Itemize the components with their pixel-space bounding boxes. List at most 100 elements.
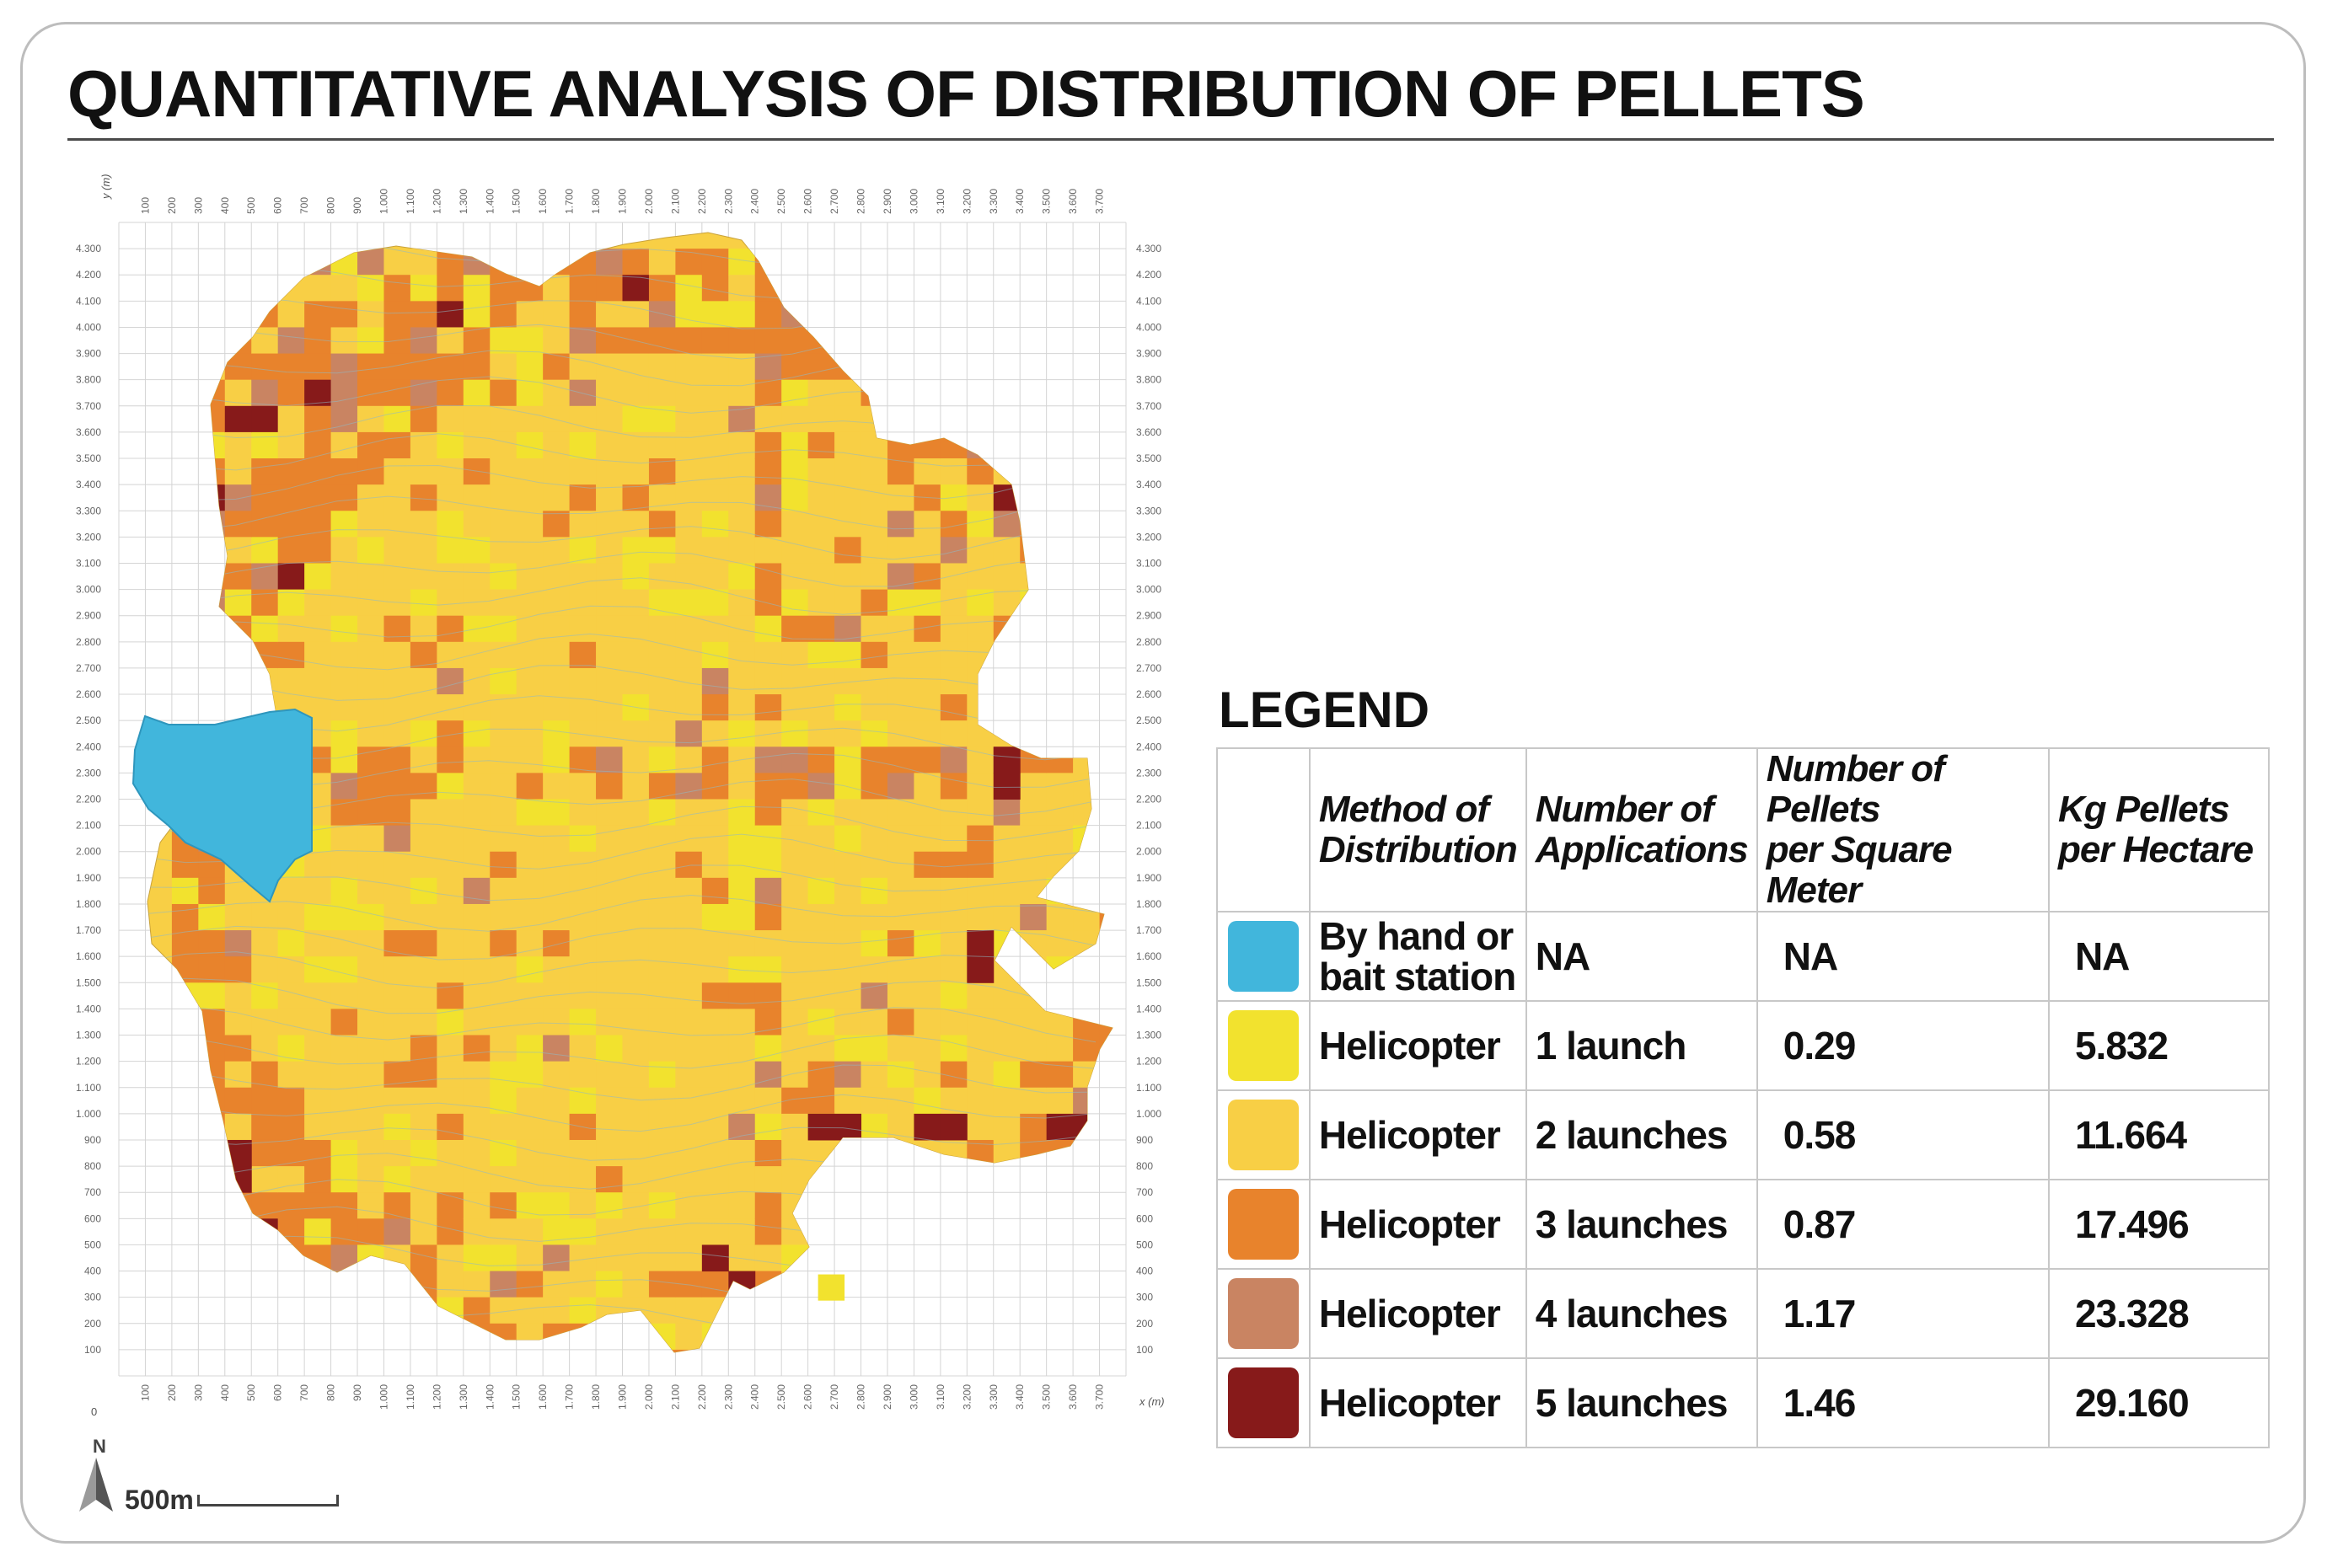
- application-cell: [596, 720, 623, 747]
- application-cell: [701, 825, 729, 853]
- application-cell: [807, 458, 835, 485]
- application-cell: [754, 1192, 782, 1219]
- application-cell: [357, 405, 384, 433]
- application-cell: [543, 903, 571, 931]
- application-cell: [622, 825, 650, 853]
- application-cell: [277, 641, 305, 669]
- application-cell: [516, 641, 544, 669]
- application-cell: [834, 641, 862, 669]
- legend-pellets: 0.29: [1756, 1000, 2050, 1091]
- tick-label: 1.700: [1136, 924, 1161, 936]
- application-cell: [701, 537, 729, 564]
- tick-label: 2.700: [1136, 662, 1161, 674]
- application-cell: [675, 877, 703, 905]
- application-cell: [993, 851, 1021, 879]
- application-cell: [463, 903, 491, 931]
- application-cell: [675, 379, 703, 407]
- application-cell: [490, 1139, 517, 1167]
- tick-label: 1.200: [431, 189, 442, 214]
- application-cell: [251, 1139, 279, 1167]
- application-cell: [357, 982, 384, 1009]
- application-cell: [516, 589, 544, 617]
- application-cell: [1046, 1009, 1074, 1036]
- application-cell: [383, 275, 411, 302]
- application-cell: [701, 1244, 729, 1272]
- application-cell: [490, 405, 517, 433]
- application-cell: [304, 667, 332, 695]
- application-cell: [569, 930, 597, 957]
- application-cell: [357, 511, 384, 538]
- application-cell: [1020, 484, 1048, 511]
- application-cell: [1099, 405, 1113, 433]
- application-cell: [728, 930, 756, 957]
- application-cell: [251, 982, 279, 1009]
- application-cell: [357, 1009, 384, 1036]
- application-cell: [940, 458, 968, 485]
- application-cell: [648, 694, 676, 721]
- application-cell: [543, 353, 571, 381]
- tick-label: 4.200: [76, 269, 101, 281]
- application-cell: [781, 877, 809, 905]
- application-cell: [887, 720, 914, 747]
- legend-row: Helicopter 5 launches 1.46 29.160: [1216, 1357, 2271, 1448]
- tick-label: 2.100: [1136, 820, 1161, 832]
- application-cell: [675, 511, 703, 538]
- tick-label: 3.300: [76, 505, 101, 516]
- application-cell: [1073, 379, 1101, 407]
- application-cell: [543, 747, 571, 773]
- application-cell: [516, 249, 544, 276]
- application-cell: [437, 537, 464, 564]
- application-cell: [383, 615, 411, 643]
- application-cell: [490, 1192, 517, 1219]
- application-cell: [330, 1009, 358, 1036]
- application-cell: [277, 1218, 305, 1245]
- tick-label: 1.600: [1136, 950, 1161, 962]
- application-cell: [914, 405, 941, 433]
- application-cell: [807, 1087, 835, 1115]
- application-cell: [383, 537, 411, 564]
- application-cell: [463, 1271, 491, 1298]
- application-cell: [993, 799, 1021, 827]
- application-cell: [1099, 747, 1113, 773]
- tick-label: 1.600: [76, 950, 101, 962]
- application-cell: [490, 1035, 517, 1062]
- application-cell: [622, 799, 650, 827]
- application-cell: [807, 1113, 835, 1141]
- tick-label: 1.000: [1136, 1108, 1161, 1120]
- application-cell: [967, 982, 995, 1009]
- application-cell: [490, 379, 517, 407]
- application-cell: [940, 275, 968, 302]
- application-cell: [596, 1035, 623, 1062]
- application-cell: [251, 1035, 279, 1062]
- application-cell: [516, 511, 544, 538]
- application-cell: [357, 458, 384, 485]
- application-cell: [1020, 982, 1048, 1009]
- application-cell: [648, 484, 676, 511]
- application-cell: [861, 301, 888, 328]
- application-cell: [1073, 1297, 1101, 1325]
- application-cell: [648, 1166, 676, 1193]
- application-cell: [596, 537, 623, 564]
- tick-label: 3.500: [1041, 1384, 1053, 1410]
- application-cell: [834, 458, 862, 485]
- application-cell: [357, 589, 384, 617]
- application-cell: [967, 1113, 995, 1141]
- application-cell: [383, 405, 411, 433]
- application-cell: [251, 275, 279, 302]
- application-cell: [754, 1139, 782, 1167]
- application-cell: [543, 379, 571, 407]
- application-cell: [675, 327, 703, 355]
- application-cell: [490, 563, 517, 591]
- application-cell: [1099, 825, 1113, 853]
- application-cell: [754, 773, 782, 800]
- application-cell: [543, 1349, 571, 1352]
- application-cell: [569, 956, 597, 983]
- application-cell: [569, 1035, 597, 1062]
- application-cell: [675, 431, 703, 459]
- application-cell: [596, 877, 623, 905]
- application-cell: [357, 301, 384, 328]
- application-cell: [198, 1271, 226, 1298]
- application-cell: [304, 1139, 332, 1167]
- application-cell: [171, 1166, 199, 1193]
- application-cell: [834, 1244, 862, 1272]
